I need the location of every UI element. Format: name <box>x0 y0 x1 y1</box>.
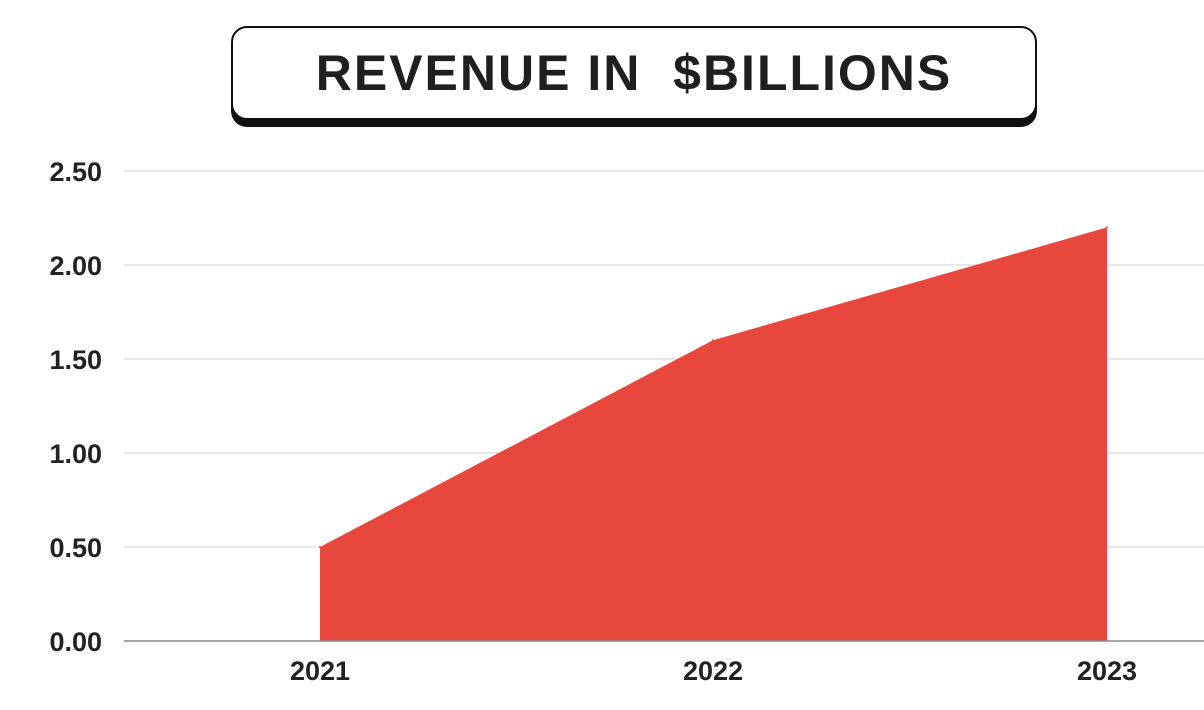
y-axis-labels: 0.00 0.50 1.00 1.50 2.00 2.50 <box>49 157 102 657</box>
x-axis-labels: 2021 2022 2023 <box>290 656 1137 686</box>
y-tick-label: 0.00 <box>49 627 102 657</box>
y-tick-label: 1.00 <box>49 439 102 469</box>
data-point <box>1106 226 1108 229</box>
data-point <box>712 339 714 342</box>
chart-title: REVENUE IN $BILLIONS <box>315 45 953 101</box>
revenue-area <box>320 227 1107 641</box>
x-tick-label: 2022 <box>683 656 743 686</box>
data-point <box>319 546 321 548</box>
x-tick-label: 2021 <box>290 656 350 686</box>
y-tick-label: 1.50 <box>49 345 102 375</box>
y-tick-label: 0.50 <box>49 533 102 563</box>
area-series <box>319 226 1108 641</box>
chart-title-box: REVENUE IN $BILLIONS <box>231 26 1037 120</box>
y-tick-label: 2.50 <box>49 157 102 187</box>
y-tick-label: 2.00 <box>49 251 102 281</box>
x-tick-label: 2023 <box>1077 656 1137 686</box>
